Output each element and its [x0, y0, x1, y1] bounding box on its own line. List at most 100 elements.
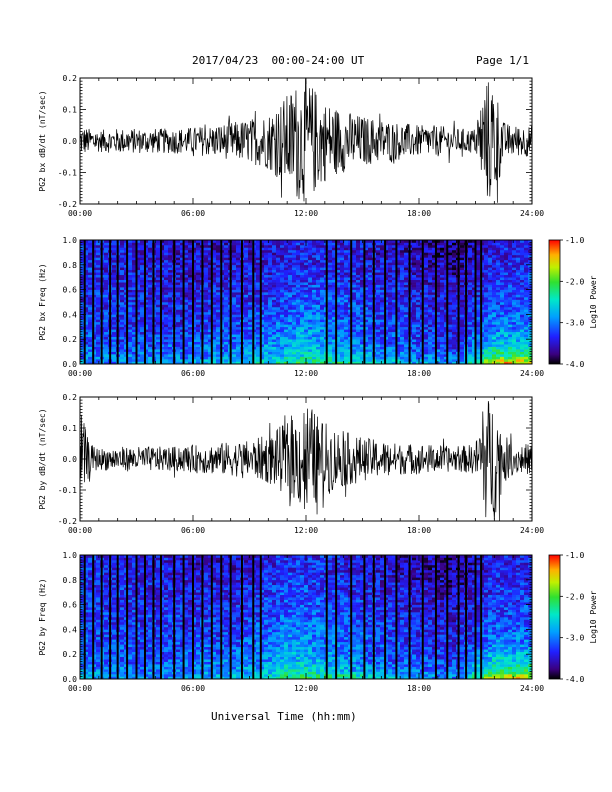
- spectrogram-cell: [356, 274, 361, 278]
- spectrogram-cell: [296, 331, 301, 335]
- spectrogram-cell: [320, 242, 325, 246]
- spectrogram-cell: [444, 244, 449, 248]
- spectrogram-cell: [352, 339, 357, 342]
- spectrogram-cell: [396, 242, 401, 246]
- spectrogram-cell: [196, 289, 201, 293]
- spectrogram-cell: [376, 311, 381, 315]
- spectrogram-cell: [140, 254, 145, 258]
- spectrogram-cell: [308, 262, 313, 266]
- spectrogram-cell: [304, 326, 309, 330]
- spectrogram-cell: [428, 302, 433, 305]
- spectrogram-cell: [428, 287, 433, 290]
- spectrogram-cell: [368, 316, 373, 320]
- spectrogram-cell: [284, 244, 289, 248]
- spectrogram-cell: [132, 287, 137, 290]
- spectrogram-cell: [304, 267, 309, 271]
- spectrogram-cell: [264, 334, 269, 338]
- spectrogram-cell: [96, 289, 101, 293]
- spectrogram-cell: [132, 351, 137, 355]
- spectrogram-cell: [292, 324, 297, 328]
- spectrogram-cell: [368, 294, 373, 298]
- spectrogram-cell: [432, 282, 437, 285]
- spectrogram-cell: [164, 292, 169, 295]
- spectrogram-cell: [136, 321, 141, 325]
- spectrogram-cell: [444, 304, 449, 308]
- spectrogram-cell: [384, 321, 389, 325]
- spectrogram-cell: [84, 292, 89, 295]
- spectrogram-cell: [236, 284, 241, 288]
- spectrogram-cell: [440, 329, 445, 333]
- spectrogram-cell: [276, 244, 281, 248]
- spectrogram-cell: [136, 334, 141, 338]
- spectrogram-cell: [332, 289, 337, 293]
- spectrogram-cell: [452, 349, 457, 352]
- spectrogram-cell: [112, 361, 117, 365]
- spectrogram-cell: [160, 272, 165, 276]
- spectrogram-cell: [400, 262, 405, 266]
- spectrogram-cell: [112, 302, 117, 305]
- spectrogram-cell: [416, 277, 421, 280]
- spectrogram-cell: [176, 304, 181, 308]
- spectrogram-cell: [352, 321, 357, 325]
- spectrogram-cell: [368, 329, 373, 333]
- spectrogram-cell: [440, 349, 445, 352]
- spectrogram-cell: [400, 247, 405, 251]
- spectrogram-cell: [208, 329, 213, 333]
- spectrogram-cell: [384, 361, 389, 365]
- spectrogram-cell: [132, 356, 137, 360]
- spectrogram-cell: [400, 324, 405, 328]
- spectrogram-cell: [416, 264, 421, 268]
- spectrogram-cell: [176, 331, 181, 335]
- spectrogram-cell: [308, 257, 313, 261]
- spectrogram-cell: [436, 287, 441, 290]
- spectrogram-cell: [212, 240, 217, 243]
- spectrogram-cell: [448, 329, 453, 333]
- spectrogram-cell: [80, 242, 85, 246]
- spectrogram-cell: [328, 299, 333, 303]
- spectrogram-cell: [192, 309, 197, 313]
- spectrogram-cell: [332, 306, 337, 310]
- spectrogram-cell: [368, 361, 373, 365]
- spectrogram-cell: [452, 324, 457, 328]
- spectrogram-cell: [392, 304, 397, 308]
- spectrogram-cell: [436, 242, 441, 246]
- spectrogram-cell: [88, 292, 93, 295]
- spectrogram-cell: [280, 264, 285, 268]
- spectrogram-cell: [404, 269, 409, 273]
- spectrogram-cell: [216, 294, 221, 298]
- spectrogram-cell: [368, 319, 373, 323]
- spectrogram-cell: [128, 274, 133, 278]
- spectrogram-cell: [196, 302, 201, 305]
- spectrogram-cell: [136, 284, 141, 288]
- spectrogram-cell: [168, 262, 173, 266]
- spectrogram-cell: [156, 306, 161, 310]
- spectrogram-cell: [452, 306, 457, 310]
- spectrogram-cell: [276, 302, 281, 305]
- spectrogram-cell: [224, 331, 229, 335]
- spectrogram-cell: [444, 272, 449, 276]
- spectrogram-cell: [444, 341, 449, 345]
- spectrogram-cell: [432, 324, 437, 328]
- spectrogram-cell: [436, 289, 441, 293]
- spectrogram-cell: [392, 334, 397, 338]
- spectrogram-cell: [428, 272, 433, 276]
- spectrogram-cell: [368, 314, 373, 318]
- spectrogram-cell: [404, 329, 409, 333]
- spectrogram-cell: [104, 269, 109, 273]
- spectrogram-cell: [320, 339, 325, 342]
- spectrogram-cell: [436, 336, 441, 340]
- spectrogram-cell: [128, 272, 133, 276]
- spectrogram-cell: [188, 284, 193, 288]
- spectrogram-cell: [424, 336, 429, 340]
- spectrogram-cell: [80, 299, 85, 303]
- spectrogram-cell: [288, 306, 293, 310]
- spectrogram-cell: [400, 354, 405, 357]
- spectrogram-cell: [104, 354, 109, 357]
- spectrogram-cell: [212, 336, 217, 340]
- spectrogram-cell: [160, 240, 165, 243]
- spectrogram-cell: [204, 254, 209, 258]
- spectrogram-cell: [348, 287, 353, 290]
- spectrogram-cell: [356, 269, 361, 273]
- spectrogram-cell: [312, 257, 317, 261]
- spectrogram-cell: [192, 254, 197, 258]
